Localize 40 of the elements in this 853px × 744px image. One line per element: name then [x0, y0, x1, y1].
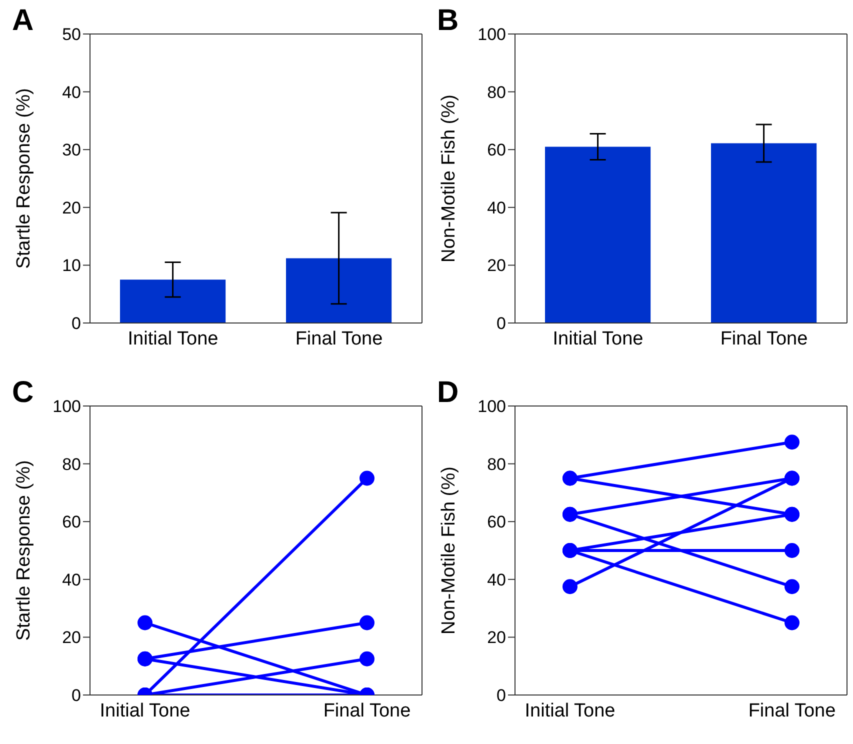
x-tick-label: Final Tone — [748, 700, 836, 722]
x-tick-label: Initial Tone — [128, 328, 218, 350]
y-tick-label: 80 — [487, 82, 506, 102]
y-tick-label: 60 — [487, 140, 506, 160]
y-tick-label: 30 — [62, 140, 81, 160]
y-tick-label: 50 — [62, 25, 81, 44]
x-tick-label: Initial Tone — [100, 700, 190, 722]
y-axis-title: Non-Motile Fish (%) — [438, 94, 460, 262]
y-tick-label: 40 — [62, 570, 81, 590]
x-tick-label: Final Tone — [323, 700, 411, 722]
x-tick-label: Final Tone — [720, 328, 808, 350]
chart-title: B — [437, 4, 459, 38]
y-tick-label: 40 — [487, 570, 506, 590]
y-tick-label: 60 — [62, 512, 81, 532]
y-tick-label: 100 — [478, 25, 506, 44]
y-tick-label: 40 — [62, 82, 81, 102]
y-axis-title: Startle Response (%) — [14, 88, 35, 269]
y-tick-label: 40 — [487, 198, 506, 218]
y-tick-label: 0 — [72, 314, 81, 334]
y-tick-label: 100 — [478, 397, 506, 416]
y-tick-label: 10 — [62, 256, 81, 276]
chart-title: D — [437, 376, 459, 410]
x-tick-label: Final Tone — [295, 328, 383, 350]
y-tick-label: 20 — [62, 198, 81, 218]
y-tick-label: 20 — [487, 256, 506, 276]
y-tick-label: 0 — [496, 686, 506, 706]
x-tick-label: Initial Tone — [552, 328, 644, 350]
chart-title: A — [12, 4, 34, 38]
y-tick-label: 80 — [487, 454, 506, 474]
y-tick-label: 20 — [62, 628, 81, 648]
y-tick-label: 60 — [487, 512, 506, 532]
y-axis-title: Non-Motile Fish (%) — [438, 466, 460, 634]
y-tick-label: 80 — [62, 454, 81, 474]
y-axis-title: Startle Response (%) — [14, 460, 35, 641]
y-tick-label: 100 — [52, 397, 81, 416]
y-tick-label: 20 — [487, 628, 506, 648]
y-tick-label: 0 — [496, 314, 506, 334]
y-tick-label: 0 — [72, 686, 81, 706]
x-tick-label: Initial Tone — [524, 700, 616, 722]
chart-title: C — [12, 376, 34, 410]
